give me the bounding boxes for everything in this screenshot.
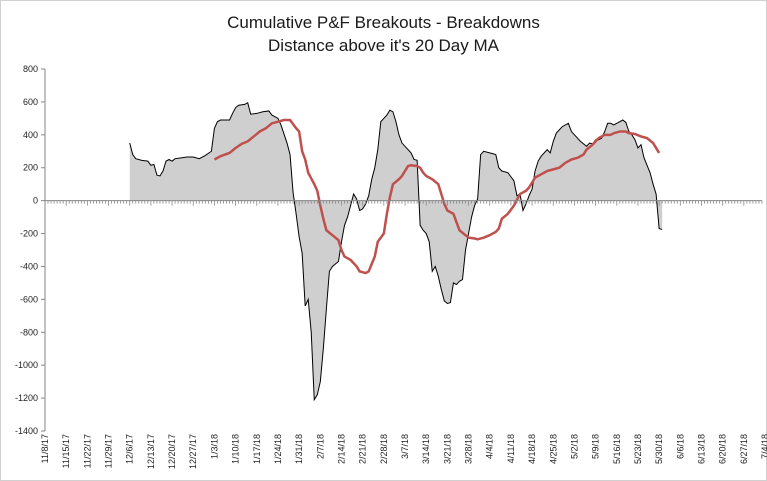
x-tick-label: 5/23/18 bbox=[633, 434, 643, 464]
x-tick-label: 1/10/18 bbox=[231, 434, 241, 464]
y-tick-label: -800 bbox=[20, 327, 38, 337]
x-tick-label: 11/22/17 bbox=[82, 434, 92, 468]
breakout-line bbox=[129, 101, 663, 402]
x-tick-label: 1/31/18 bbox=[294, 434, 304, 464]
x-tick-label: 5/16/18 bbox=[612, 434, 622, 464]
x-tick-label: 5/30/18 bbox=[654, 434, 664, 464]
x-tick-label: 2/7/18 bbox=[315, 434, 325, 459]
y-tick-label: -1000 bbox=[15, 360, 38, 370]
y-tick-label: 200 bbox=[23, 163, 38, 173]
y-tick-label: -200 bbox=[20, 229, 38, 239]
x-tick-label: 3/7/18 bbox=[400, 434, 410, 459]
x-tick-label: 11/29/17 bbox=[104, 434, 114, 468]
y-tick-label: 0 bbox=[33, 196, 38, 206]
y-tick-label: -600 bbox=[20, 294, 38, 304]
x-tick-label: 4/18/18 bbox=[527, 434, 537, 464]
x-tick-label: 12/13/17 bbox=[146, 434, 156, 469]
x-tick-label: 2/28/18 bbox=[379, 434, 389, 464]
x-tick-label: 2/21/18 bbox=[358, 434, 368, 464]
x-tick-label: 1/3/18 bbox=[209, 434, 219, 459]
y-tick-label: 800 bbox=[23, 64, 38, 74]
x-tick-label: 4/4/18 bbox=[485, 434, 495, 459]
x-tick-label: 2/14/18 bbox=[336, 434, 346, 464]
x-tick-label: 4/11/18 bbox=[506, 434, 516, 463]
x-tick-label: 11/8/17 bbox=[40, 434, 50, 463]
x-tick-label: 1/17/18 bbox=[252, 434, 262, 464]
y-tick-label: -1400 bbox=[15, 426, 38, 436]
x-tick-label: 6/27/18 bbox=[739, 434, 749, 464]
x-tick-label: 11/15/17 bbox=[61, 434, 71, 468]
x-tick-label: 6/13/18 bbox=[696, 434, 706, 464]
x-tick-label: 6/20/18 bbox=[718, 434, 728, 464]
breakout-area-fill bbox=[129, 102, 663, 400]
y-tick-label: -1200 bbox=[15, 393, 38, 403]
chart-subtitle: Distance above it's 20 Day MA bbox=[268, 36, 499, 55]
x-tick-label: 3/14/18 bbox=[421, 434, 431, 464]
y-tick-label: 600 bbox=[23, 97, 38, 107]
x-tick-label: 7/4/18 bbox=[760, 434, 767, 459]
x-tick-label: 3/21/18 bbox=[442, 434, 452, 464]
x-tick-label: 1/24/18 bbox=[273, 434, 283, 464]
x-tick-label: 5/9/18 bbox=[591, 434, 601, 459]
x-tick-label: 4/25/18 bbox=[548, 434, 558, 464]
y-tick-label: -400 bbox=[20, 261, 38, 271]
moving-average-line bbox=[213, 118, 661, 275]
x-tick-label: 3/28/18 bbox=[464, 434, 474, 464]
chart-title: Cumulative P&F Breakouts - Breakdowns bbox=[227, 13, 540, 32]
x-tick-label: 12/20/17 bbox=[167, 434, 177, 469]
x-tick-label: 12/6/17 bbox=[125, 434, 135, 464]
x-tick-label: 12/27/17 bbox=[188, 434, 198, 469]
y-tick-label: 400 bbox=[23, 130, 38, 140]
x-tick-label: 5/2/18 bbox=[569, 434, 579, 459]
x-tick-label: 6/6/18 bbox=[675, 434, 685, 459]
